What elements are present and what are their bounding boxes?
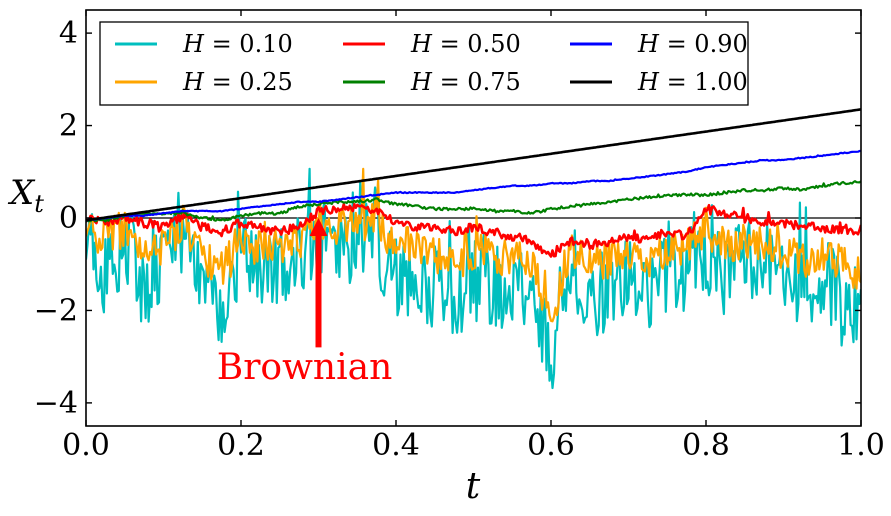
legend-label: H = 0.25 [182, 68, 293, 96]
y-axis-label: Xt [7, 173, 44, 218]
x-tick-label: 0.2 [217, 428, 265, 463]
legend-entry: H = 1.00 [570, 68, 748, 96]
series-line-h-050 [86, 202, 861, 258]
legend-entry: H = 0.75 [343, 68, 521, 96]
x-tick-label: 0.6 [527, 428, 575, 463]
series-line-h-010 [86, 167, 861, 390]
brownian-annotation-label: Brownian [217, 347, 393, 388]
y-tick-label: 0 [59, 201, 78, 236]
legend-entry: H = 0.50 [343, 30, 521, 58]
legend-label: H = 1.00 [637, 68, 748, 96]
x-tick-label: 1.0 [837, 428, 885, 463]
x-tick-label: 0.8 [682, 428, 730, 463]
legend-label: H = 0.75 [410, 68, 521, 96]
y-tick-label: −2 [34, 293, 78, 328]
legend-label: H = 0.50 [410, 30, 521, 58]
legend-entry: H = 0.90 [570, 30, 748, 58]
y-tick-label: −4 [34, 386, 78, 421]
brownian-arrow-head [309, 218, 328, 236]
legend-box [99, 21, 749, 106]
x-tick-label: 0.0 [62, 428, 110, 463]
series-line-h-075 [86, 180, 861, 223]
x-tick-label: 0.4 [372, 428, 420, 463]
legend-entry: H = 0.10 [115, 30, 293, 58]
series-line-h-025 [86, 167, 861, 323]
legend-label: H = 0.90 [637, 30, 748, 58]
legend-label: H = 0.10 [182, 30, 293, 58]
series-line-h-090 [86, 149, 861, 222]
y-tick-label: 4 [59, 16, 78, 51]
y-tick-label: 2 [59, 109, 78, 144]
legend-entry: H = 0.25 [115, 68, 293, 96]
x-axis-label: t [466, 466, 481, 507]
series-line-h-100 [86, 108, 861, 222]
